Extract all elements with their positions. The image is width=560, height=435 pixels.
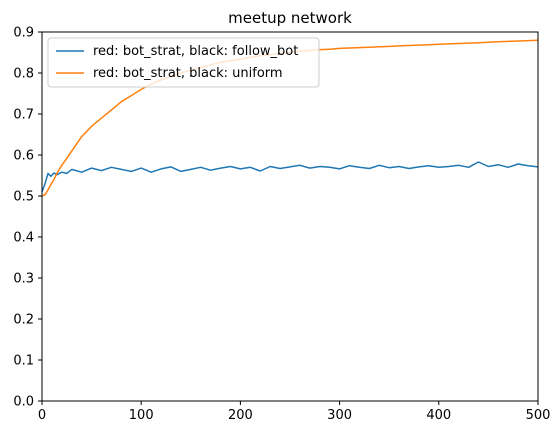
y-tick-label: 0.6: [13, 149, 34, 164]
x-tick-label: 100: [129, 408, 154, 423]
y-tick-label: 0.8: [13, 67, 34, 82]
legend-label-uniform: red: bot_strat, black: uniform: [93, 66, 283, 81]
plot-frame: [41, 31, 539, 402]
y-tick-label: 0.1: [13, 354, 34, 369]
legend: red: bot_strat, black: follow_bot red: b…: [47, 37, 320, 88]
y-tick-label: 0.9: [13, 26, 34, 41]
x-tick-label: 0: [38, 408, 46, 423]
y-tick-label: 0.7: [13, 108, 34, 123]
y-tick-label: 0.0: [13, 395, 34, 410]
x-tick-label: 300: [327, 408, 352, 423]
series-line-follow-bot: [41, 161, 539, 193]
x-tick-label: 200: [228, 408, 253, 423]
x-tick-label: 500: [526, 408, 551, 423]
x-tick-label: 400: [426, 408, 451, 423]
chart-title: meetup network: [228, 9, 352, 27]
y-tick-label: 0.4: [13, 231, 34, 246]
y-tick-label: 0.2: [13, 313, 34, 328]
y-tick-label: 0.3: [13, 272, 34, 287]
legend-box: [47, 37, 320, 88]
y-tick-label: 0.5: [13, 190, 34, 205]
legend-label-follow-bot: red: bot_strat, black: follow_bot: [93, 44, 298, 59]
